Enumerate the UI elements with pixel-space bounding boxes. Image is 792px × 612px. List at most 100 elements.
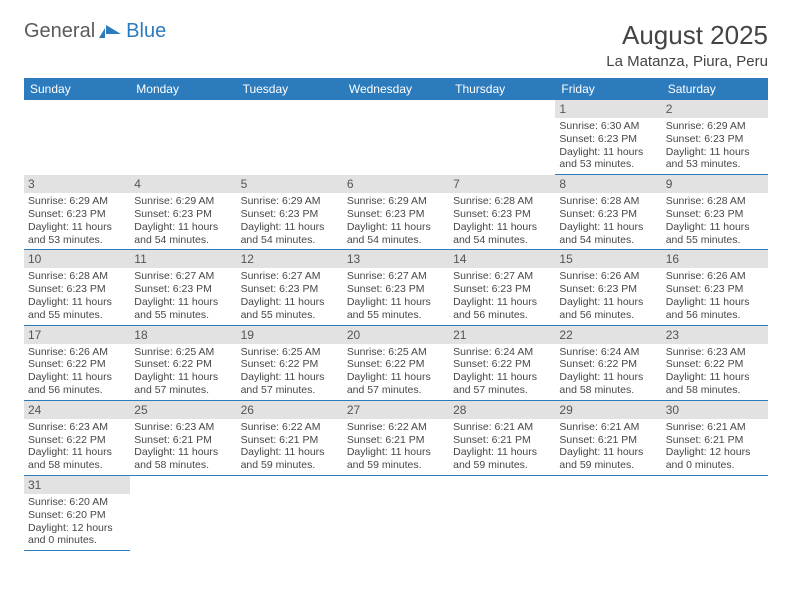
day-header: Sunday <box>24 78 130 100</box>
sunrise-text: Sunrise: 6:27 AM <box>134 270 232 283</box>
sunset-text: Sunset: 6:23 PM <box>666 283 764 296</box>
sunrise-text: Sunrise: 6:23 AM <box>666 346 764 359</box>
sunset-text: Sunset: 6:22 PM <box>666 358 764 371</box>
day-number: 25 <box>130 401 236 419</box>
sunrise-text: Sunrise: 6:26 AM <box>666 270 764 283</box>
daylight-text: Daylight: 11 hours and 59 minutes. <box>347 446 445 472</box>
calendar-cell: 28Sunrise: 6:21 AMSunset: 6:21 PMDayligh… <box>449 401 555 476</box>
daylight-text: Daylight: 12 hours and 0 minutes. <box>28 522 126 548</box>
calendar-cell: 6Sunrise: 6:29 AMSunset: 6:23 PMDaylight… <box>343 175 449 250</box>
day-number: 15 <box>555 250 661 268</box>
sunrise-text: Sunrise: 6:25 AM <box>347 346 445 359</box>
calendar-cell: 20 Sunrise: 6:25 AMSunset: 6:22 PMDayligh… <box>343 326 449 401</box>
day-number: 20 <box>343 326 449 344</box>
sunrise-text: Sunrise: 6:21 AM <box>559 421 657 434</box>
day-number: 23 <box>662 326 768 344</box>
calendar-cell <box>237 476 343 551</box>
sunset-text: Sunset: 6:23 PM <box>134 208 232 221</box>
day-number: 11 <box>130 250 236 268</box>
day-info: Sunrise: 6:27 AMSunset: 6:23 PMDaylight:… <box>347 270 445 321</box>
day-number: 5 <box>237 175 343 193</box>
calendar-cell: 29Sunrise: 6:21 AMSunset: 6:21 PMDayligh… <box>555 401 661 476</box>
day-info: Sunrise: 6:28 AMSunset: 6:23 PMDaylight:… <box>28 270 126 321</box>
calendar-week: 24Sunrise: 6:23 AMSunset: 6:22 PMDayligh… <box>24 401 768 476</box>
calendar-week: 3Sunrise: 6:29 AMSunset: 6:23 PMDaylight… <box>24 175 768 250</box>
sunset-text: Sunset: 6:21 PM <box>666 434 764 447</box>
day-number: 28 <box>449 401 555 419</box>
day-info: Sunrise: 6:27 AMSunset: 6:23 PMDaylight:… <box>241 270 339 321</box>
sunrise-text: Sunrise: 6:21 AM <box>453 421 551 434</box>
day-header: Tuesday <box>237 78 343 100</box>
sunrise-text: Sunrise: 6:29 AM <box>28 195 126 208</box>
daylight-text: Daylight: 11 hours and 55 minutes. <box>134 296 232 322</box>
sunrise-text: Sunrise: 6:21 AM <box>666 421 764 434</box>
daylight-text: Daylight: 11 hours and 59 minutes. <box>559 446 657 472</box>
sunset-text: Sunset: 6:22 PM <box>453 358 551 371</box>
calendar-cell: 22Sunrise: 6:24 AMSunset: 6:22 PMDayligh… <box>555 326 661 401</box>
day-info: Sunrise: 6:20 AMSunset: 6:20 PMDaylight:… <box>28 496 126 547</box>
sunset-text: Sunset: 6:23 PM <box>559 208 657 221</box>
calendar-cell: 14Sunrise: 6:27 AMSunset: 6:23 PMDayligh… <box>449 250 555 325</box>
calendar-cell: 16Sunrise: 6:26 AMSunset: 6:23 PMDayligh… <box>662 250 768 325</box>
day-info: Sunrise: 6:29 AMSunset: 6:23 PMDaylight:… <box>241 195 339 246</box>
calendar-body: 1Sunrise: 6:30 AMSunset: 6:23 PMDaylight… <box>24 100 768 551</box>
daylight-text: Daylight: 11 hours and 58 minutes. <box>28 446 126 472</box>
daylight-text: Daylight: 11 hours and 57 minutes. <box>347 371 445 397</box>
sunset-text: Sunset: 6:23 PM <box>453 283 551 296</box>
day-number: 2 <box>662 100 768 118</box>
day-info: Sunrise: 6:25 AMSunset: 6:22 PMDaylight:… <box>347 346 445 397</box>
day-info: Sunrise: 6:24 AMSunset: 6:22 PMDaylight:… <box>559 346 657 397</box>
sunrise-text: Sunrise: 6:28 AM <box>453 195 551 208</box>
day-header-row: Sunday Monday Tuesday Wednesday Thursday… <box>24 78 768 100</box>
sunset-text: Sunset: 6:23 PM <box>666 133 764 146</box>
calendar-week: 17Sunrise: 6:26 AMSunset: 6:22 PMDayligh… <box>24 326 768 401</box>
day-header: Friday <box>555 78 661 100</box>
day-info: Sunrise: 6:23 AMSunset: 6:22 PMDaylight:… <box>666 346 764 397</box>
day-info: Sunrise: 6:24 AMSunset: 6:22 PMDaylight:… <box>453 346 551 397</box>
sunrise-text: Sunrise: 6:27 AM <box>453 270 551 283</box>
daylight-text: Daylight: 11 hours and 54 minutes. <box>134 221 232 247</box>
calendar-week: 31Sunrise: 6:20 AMSunset: 6:20 PMDayligh… <box>24 476 768 551</box>
calendar-cell: 18Sunrise: 6:25 AMSunset: 6:22 PMDayligh… <box>130 326 236 401</box>
daylight-text: Daylight: 11 hours and 54 minutes. <box>347 221 445 247</box>
daylight-text: Daylight: 11 hours and 54 minutes. <box>559 221 657 247</box>
day-number: 12 <box>237 250 343 268</box>
calendar-cell <box>662 476 768 551</box>
daylight-text: Daylight: 11 hours and 54 minutes. <box>241 221 339 247</box>
sunset-text: Sunset: 6:23 PM <box>241 283 339 296</box>
sunrise-text: Sunrise: 6:25 AM <box>241 346 339 359</box>
sunset-text: Sunset: 6:21 PM <box>134 434 232 447</box>
sunset-text: Sunset: 6:22 PM <box>28 434 126 447</box>
daylight-text: Daylight: 11 hours and 55 minutes. <box>347 296 445 322</box>
calendar-cell <box>343 476 449 551</box>
daylight-text: Daylight: 11 hours and 58 minutes. <box>559 371 657 397</box>
sunset-text: Sunset: 6:20 PM <box>28 509 126 522</box>
month-title: August 2025 <box>606 20 768 51</box>
calendar-cell <box>24 100 130 175</box>
calendar-cell: 11Sunrise: 6:27 AMSunset: 6:23 PMDayligh… <box>130 250 236 325</box>
calendar-cell <box>343 100 449 175</box>
sunset-text: Sunset: 6:23 PM <box>559 283 657 296</box>
day-number: 16 <box>662 250 768 268</box>
sunrise-text: Sunrise: 6:24 AM <box>453 346 551 359</box>
calendar-cell: 25Sunrise: 6:23 AMSunset: 6:21 PMDayligh… <box>130 401 236 476</box>
day-number: 21 <box>449 326 555 344</box>
day-info: Sunrise: 6:25 AMSunset: 6:22 PMDaylight:… <box>134 346 232 397</box>
location: La Matanza, Piura, Peru <box>606 53 768 70</box>
sunset-text: Sunset: 6:23 PM <box>347 283 445 296</box>
day-number: 10 <box>24 250 130 268</box>
daylight-text: Daylight: 11 hours and 55 minutes. <box>241 296 339 322</box>
day-number: 30 <box>662 401 768 419</box>
calendar-cell: 27Sunrise: 6:22 AMSunset: 6:21 PMDayligh… <box>343 401 449 476</box>
calendar-cell <box>130 100 236 175</box>
calendar-week: 10 Sunrise: 6:28 AMSunset: 6:23 PMDayligh… <box>24 250 768 325</box>
daylight-text: Daylight: 11 hours and 59 minutes. <box>241 446 339 472</box>
daylight-text: Daylight: 11 hours and 55 minutes. <box>28 296 126 322</box>
day-number: 19 <box>237 326 343 344</box>
day-number: 26 <box>237 401 343 419</box>
day-header: Thursday <box>449 78 555 100</box>
day-number: 24 <box>24 401 130 419</box>
sunrise-text: Sunrise: 6:22 AM <box>241 421 339 434</box>
daylight-text: Daylight: 11 hours and 56 minutes. <box>559 296 657 322</box>
day-number: 14 <box>449 250 555 268</box>
